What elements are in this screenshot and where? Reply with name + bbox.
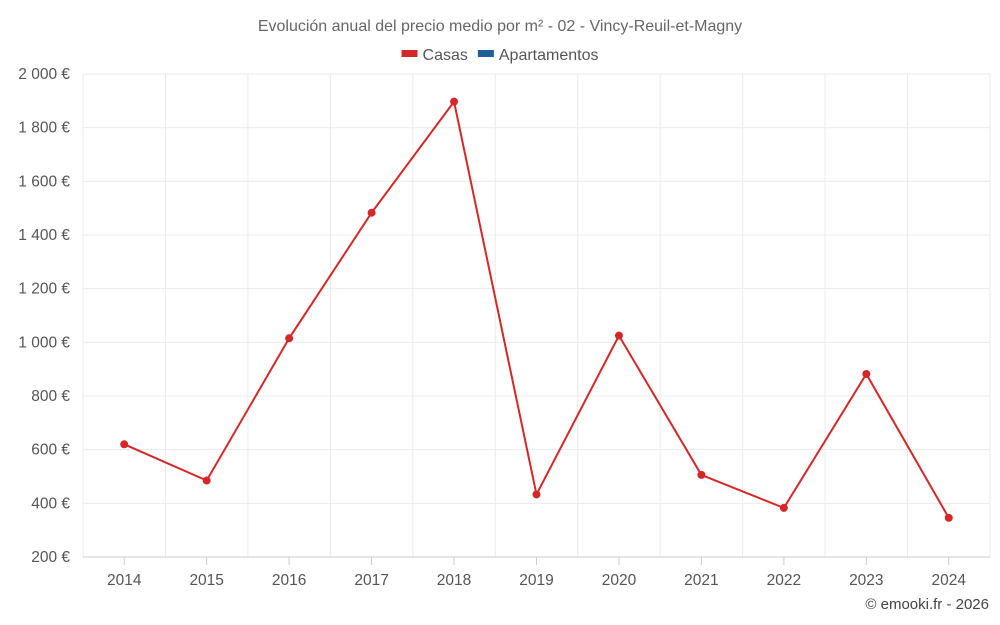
x-tick-label: 2023	[849, 572, 883, 589]
legend: Casas Apartamentos	[401, 47, 599, 64]
y-tick-label: 600 €	[31, 442, 70, 459]
y-tick-label: 1 400 €	[18, 227, 70, 244]
x-tick-label: 2024	[932, 572, 967, 589]
data-point[interactable]	[779, 503, 788, 512]
x-tick-label: 2014	[107, 572, 142, 589]
data-point[interactable]	[532, 490, 541, 499]
chart-title: Evolución anual del precio medio por m² …	[258, 18, 742, 35]
x-tick-label: 2022	[767, 572, 801, 589]
data-point[interactable]	[367, 208, 376, 217]
y-tick-label: 1 800 €	[18, 120, 70, 137]
data-point[interactable]	[614, 331, 623, 340]
data-point[interactable]	[944, 513, 953, 522]
x-tick-label: 2021	[684, 572, 718, 589]
y-tick-label: 1 000 €	[18, 334, 70, 351]
axes: 200 € 400 € 600 € 800 € 1 000 € 1 200 € 1 400 …	[18, 66, 990, 589]
data-point[interactable]	[697, 470, 706, 479]
y-tick-label: 1 200 €	[18, 281, 70, 298]
legend-item-casas[interactable]: Casas	[401, 47, 468, 64]
data-point[interactable]	[120, 440, 129, 449]
legend-label: Casas	[423, 47, 468, 64]
y-tick-label: 1 600 €	[18, 173, 70, 190]
x-tick-label: 2018	[437, 572, 471, 589]
y-tick-label: 800 €	[31, 388, 70, 405]
x-tick-label: 2015	[189, 572, 223, 589]
credit-text: © emooki.fr - 2026	[865, 596, 989, 613]
data-point[interactable]	[450, 97, 459, 106]
y-tick-label: 400 €	[31, 495, 70, 512]
legend-label: Apartamentos	[499, 47, 599, 64]
data-point[interactable]	[862, 369, 871, 378]
legend-item-apartamentos[interactable]: Apartamentos	[477, 47, 599, 64]
data-point[interactable]	[202, 476, 211, 485]
series-layer	[120, 97, 953, 522]
x-tick-label: 2019	[519, 572, 553, 589]
y-tick-label: 2 000 €	[18, 66, 70, 83]
y-tick-label: 200 €	[31, 549, 70, 566]
legend-swatch	[401, 50, 418, 57]
data-point[interactable]	[285, 334, 294, 343]
grid	[82, 73, 991, 557]
x-tick-label: 2016	[272, 572, 306, 589]
legend-swatch	[477, 50, 494, 57]
x-tick-label: 2020	[602, 572, 637, 589]
x-tick-label: 2017	[354, 572, 388, 589]
